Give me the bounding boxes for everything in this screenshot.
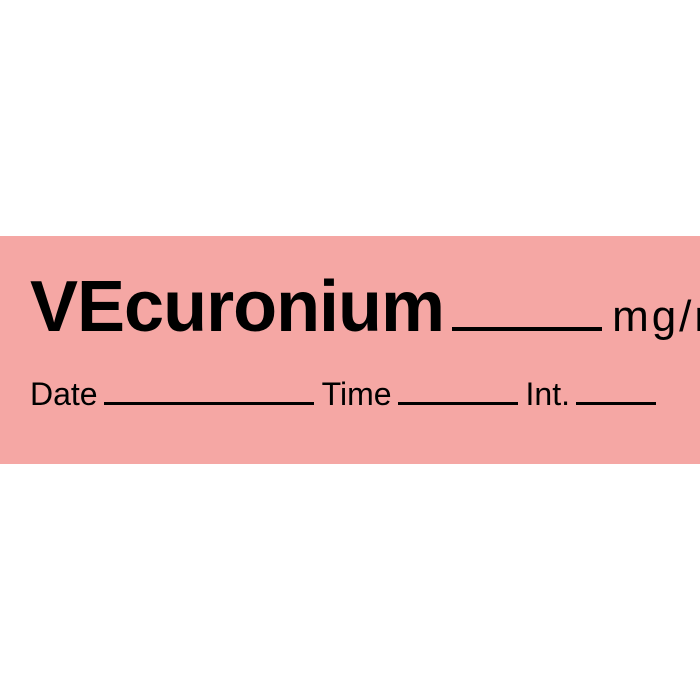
fields-row: Date Time Int.	[30, 376, 670, 413]
time-label: Time	[322, 376, 392, 413]
dose-unit: mg/ml	[612, 292, 700, 342]
time-blank[interactable]	[398, 391, 518, 405]
drug-name-rest: curonium	[124, 266, 444, 348]
int-label: Int.	[526, 376, 570, 413]
drug-row: VEcuronium mg/ml	[30, 266, 670, 348]
drug-name-prefix: VE	[30, 266, 124, 348]
date-label: Date	[30, 376, 98, 413]
date-blank[interactable]	[104, 391, 314, 405]
dose-blank[interactable]	[452, 315, 602, 331]
int-blank[interactable]	[576, 391, 656, 405]
medication-label: VEcuronium mg/ml Date Time Int.	[0, 236, 700, 464]
